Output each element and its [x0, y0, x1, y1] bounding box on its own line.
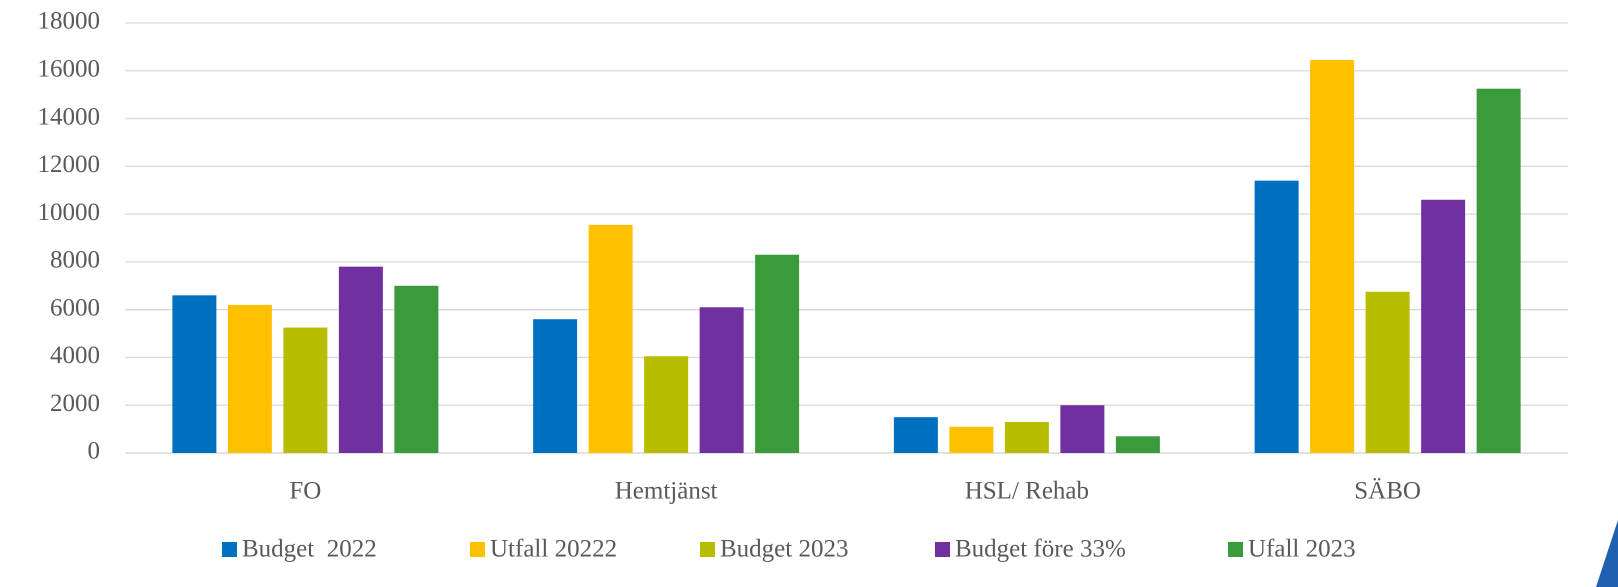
legend-swatch [700, 542, 715, 557]
y-tick-label: 8000 [50, 247, 100, 274]
bar [394, 285, 439, 453]
y-tick-label: 6000 [50, 294, 100, 321]
y-tick-label: 12000 [38, 151, 101, 178]
legend-label: Budget före 33% [955, 536, 1126, 563]
legend-label: Utfall 20222 [490, 536, 617, 563]
y-tick-label: 10000 [38, 199, 101, 226]
bar [1421, 199, 1466, 453]
bar [755, 254, 800, 453]
legend-swatch [1228, 542, 1243, 557]
x-tick-label: HSL/ Rehab [965, 478, 1089, 505]
bar [338, 266, 383, 453]
legend-swatch [935, 542, 950, 557]
legend-label: Ufall 2023 [1248, 536, 1356, 563]
y-tick-label: 0 [88, 438, 101, 465]
y-tick-label: 14000 [38, 103, 101, 130]
legend-label: Budget 2023 [720, 536, 848, 563]
x-tick-label: Hemtjänst [615, 478, 718, 505]
bar [893, 417, 938, 453]
bar [283, 327, 328, 453]
bar [1004, 421, 1049, 453]
bar [1254, 180, 1299, 453]
y-tick-label: 16000 [38, 56, 101, 83]
bar [588, 224, 633, 453]
bar [227, 304, 272, 453]
y-tick-label: 2000 [50, 390, 100, 417]
bar [699, 307, 744, 453]
y-tick-label: 18000 [38, 8, 101, 35]
bar [1365, 291, 1410, 453]
y-tick-label: 4000 [50, 342, 100, 369]
x-tick-label: FO [289, 478, 321, 505]
bar [1060, 405, 1105, 453]
bar [1476, 88, 1521, 453]
legend-swatch [222, 542, 237, 557]
bar [172, 295, 217, 453]
bar [949, 426, 994, 453]
bar [1115, 436, 1160, 453]
bar [644, 356, 689, 453]
bar [533, 319, 578, 453]
x-tick-label: SÄBO [1354, 478, 1421, 505]
corner-decoration [1596, 520, 1618, 587]
legend-swatch [470, 542, 485, 557]
legend-label: Budget 2022 [242, 536, 377, 563]
bar [1310, 60, 1355, 454]
